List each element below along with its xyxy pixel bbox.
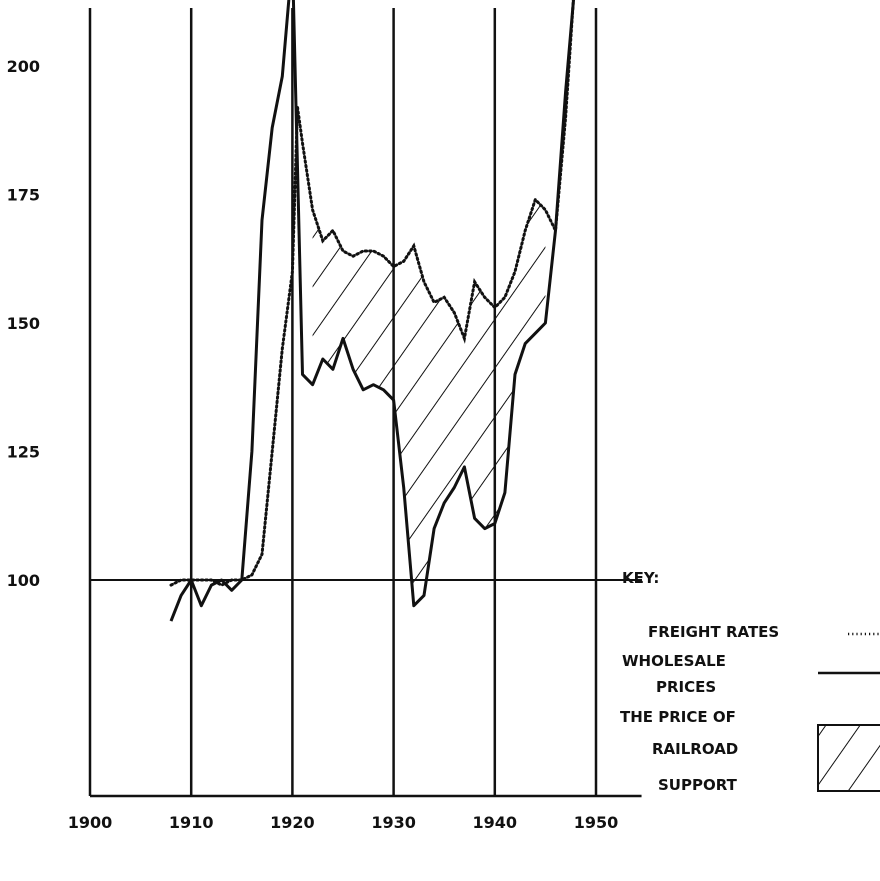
legend-label-wholesale-2: PRICES [656, 678, 716, 696]
legend-label-railroad-support-2: RAILROAD [652, 740, 738, 758]
plot-area: 1900191019201930194019501001251501752002… [7, 0, 642, 832]
x-tick-label: 1900 [68, 813, 113, 832]
x-tick-label: 1910 [169, 813, 214, 832]
legend-title: KEY: [622, 569, 659, 587]
y-tick-label: 125 [7, 443, 40, 462]
x-tick-label: 1940 [473, 813, 518, 832]
shaded-region-railroad-support [312, 199, 546, 606]
legend: KEY: FREIGHT RATES WHOLESALE PRICES THE PRIC… [620, 569, 880, 794]
y-tick-label: 100 [7, 571, 40, 590]
y-tick-label: 175 [7, 186, 40, 205]
x-tick-label: 1930 [371, 813, 416, 832]
legend-label-freight-rates: FREIGHT RATES [648, 623, 779, 641]
y-tick-label: 150 [7, 314, 40, 333]
legend-label-railroad-support-1: THE PRICE OF [620, 708, 736, 726]
x-tick-label: 1950 [574, 813, 619, 832]
series-line-freight-rates [169, 0, 575, 587]
y-tick-label: 200 [7, 57, 40, 76]
legend-label-railroad-support-3: SUPPORT [658, 776, 738, 794]
x-tick-label: 1920 [270, 813, 315, 832]
legend-swatch-hatch [817, 724, 880, 792]
legend-label-wholesale-1: WHOLESALE [622, 652, 726, 670]
